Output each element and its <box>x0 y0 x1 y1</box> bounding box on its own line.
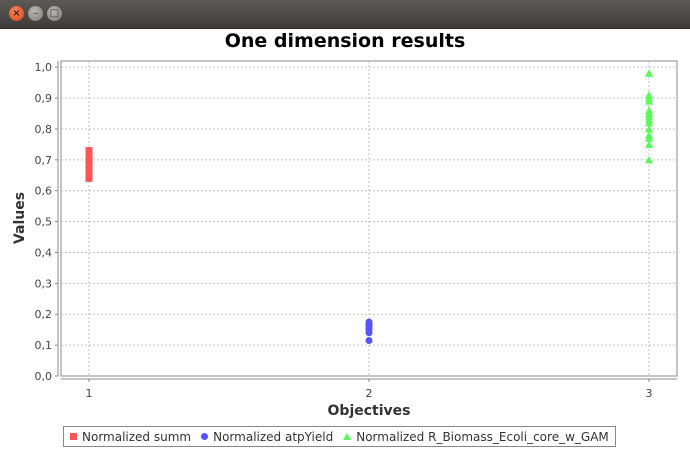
close-window-button[interactable]: × <box>9 6 24 21</box>
y-tick-label: 0,2 <box>35 308 53 321</box>
minimize-window-button[interactable]: – <box>28 6 43 21</box>
square-marker-icon <box>70 433 77 440</box>
y-axis: 0,0 0,1 0,2 0,3 0,4 0,5 0,6 0,7 0,8 0,9 1,0 <box>35 61 59 383</box>
chart-title: One dimension results <box>224 30 466 52</box>
x-tick-label: 1 <box>86 387 93 400</box>
y-tick-label: 0,5 <box>35 216 53 229</box>
y-axis-label: Values <box>12 192 28 244</box>
legend-item: Normalized summ <box>70 430 191 444</box>
y-tick-label: 0,1 <box>35 339 53 352</box>
biomass-point-marker <box>645 90 653 99</box>
y-tick-label: 0,0 <box>35 370 53 383</box>
data-points <box>85 69 653 344</box>
legend-item: Normalized R_Biomass_Ecoli_core_w_GAM <box>343 430 609 444</box>
y-tick-label: 0,3 <box>35 277 53 290</box>
x-tick-label: 3 <box>646 387 653 400</box>
y-tick-label: 0,4 <box>35 246 53 259</box>
biomass-point-marker <box>645 124 653 133</box>
grid-lines <box>61 61 677 376</box>
chart-legend: Normalized summ Normalized atpYield Normal… <box>63 426 616 447</box>
y-tick-label: 1,0 <box>35 61 53 74</box>
triangle-marker-icon <box>343 433 352 440</box>
circle-marker-icon <box>201 433 209 440</box>
biomass-point-marker <box>645 140 653 148</box>
y-tick-label: 0,8 <box>35 123 53 136</box>
y-tick-label: 0,9 <box>35 92 53 105</box>
summ-point-marker <box>85 147 93 155</box>
maximize-window-button[interactable]: □ <box>47 6 62 21</box>
biomass-point-marker <box>645 131 653 139</box>
legend-item: Normalized atpYield <box>201 430 333 444</box>
biomass-point-marker <box>645 155 653 164</box>
biomass-point-marker <box>645 106 653 114</box>
atpyield-point-marker <box>365 318 373 326</box>
legend-label: Normalized summ <box>82 429 192 444</box>
window-titlebar[interactable]: × – □ <box>0 0 690 29</box>
atpyield-point-marker <box>365 336 373 344</box>
y-tick-label: 0,6 <box>35 185 53 198</box>
x-axis-label: Objectives <box>328 403 411 419</box>
legend-label: Normalized atpYield <box>213 429 334 444</box>
y-tick-label: 0,7 <box>35 154 53 167</box>
x-axis: 1 2 3 <box>61 378 677 400</box>
biomass-point-marker <box>645 69 653 77</box>
legend-label: Normalized R_Biomass_Ecoli_core_w_GAM <box>356 429 609 444</box>
x-tick-label: 2 <box>366 387 373 400</box>
